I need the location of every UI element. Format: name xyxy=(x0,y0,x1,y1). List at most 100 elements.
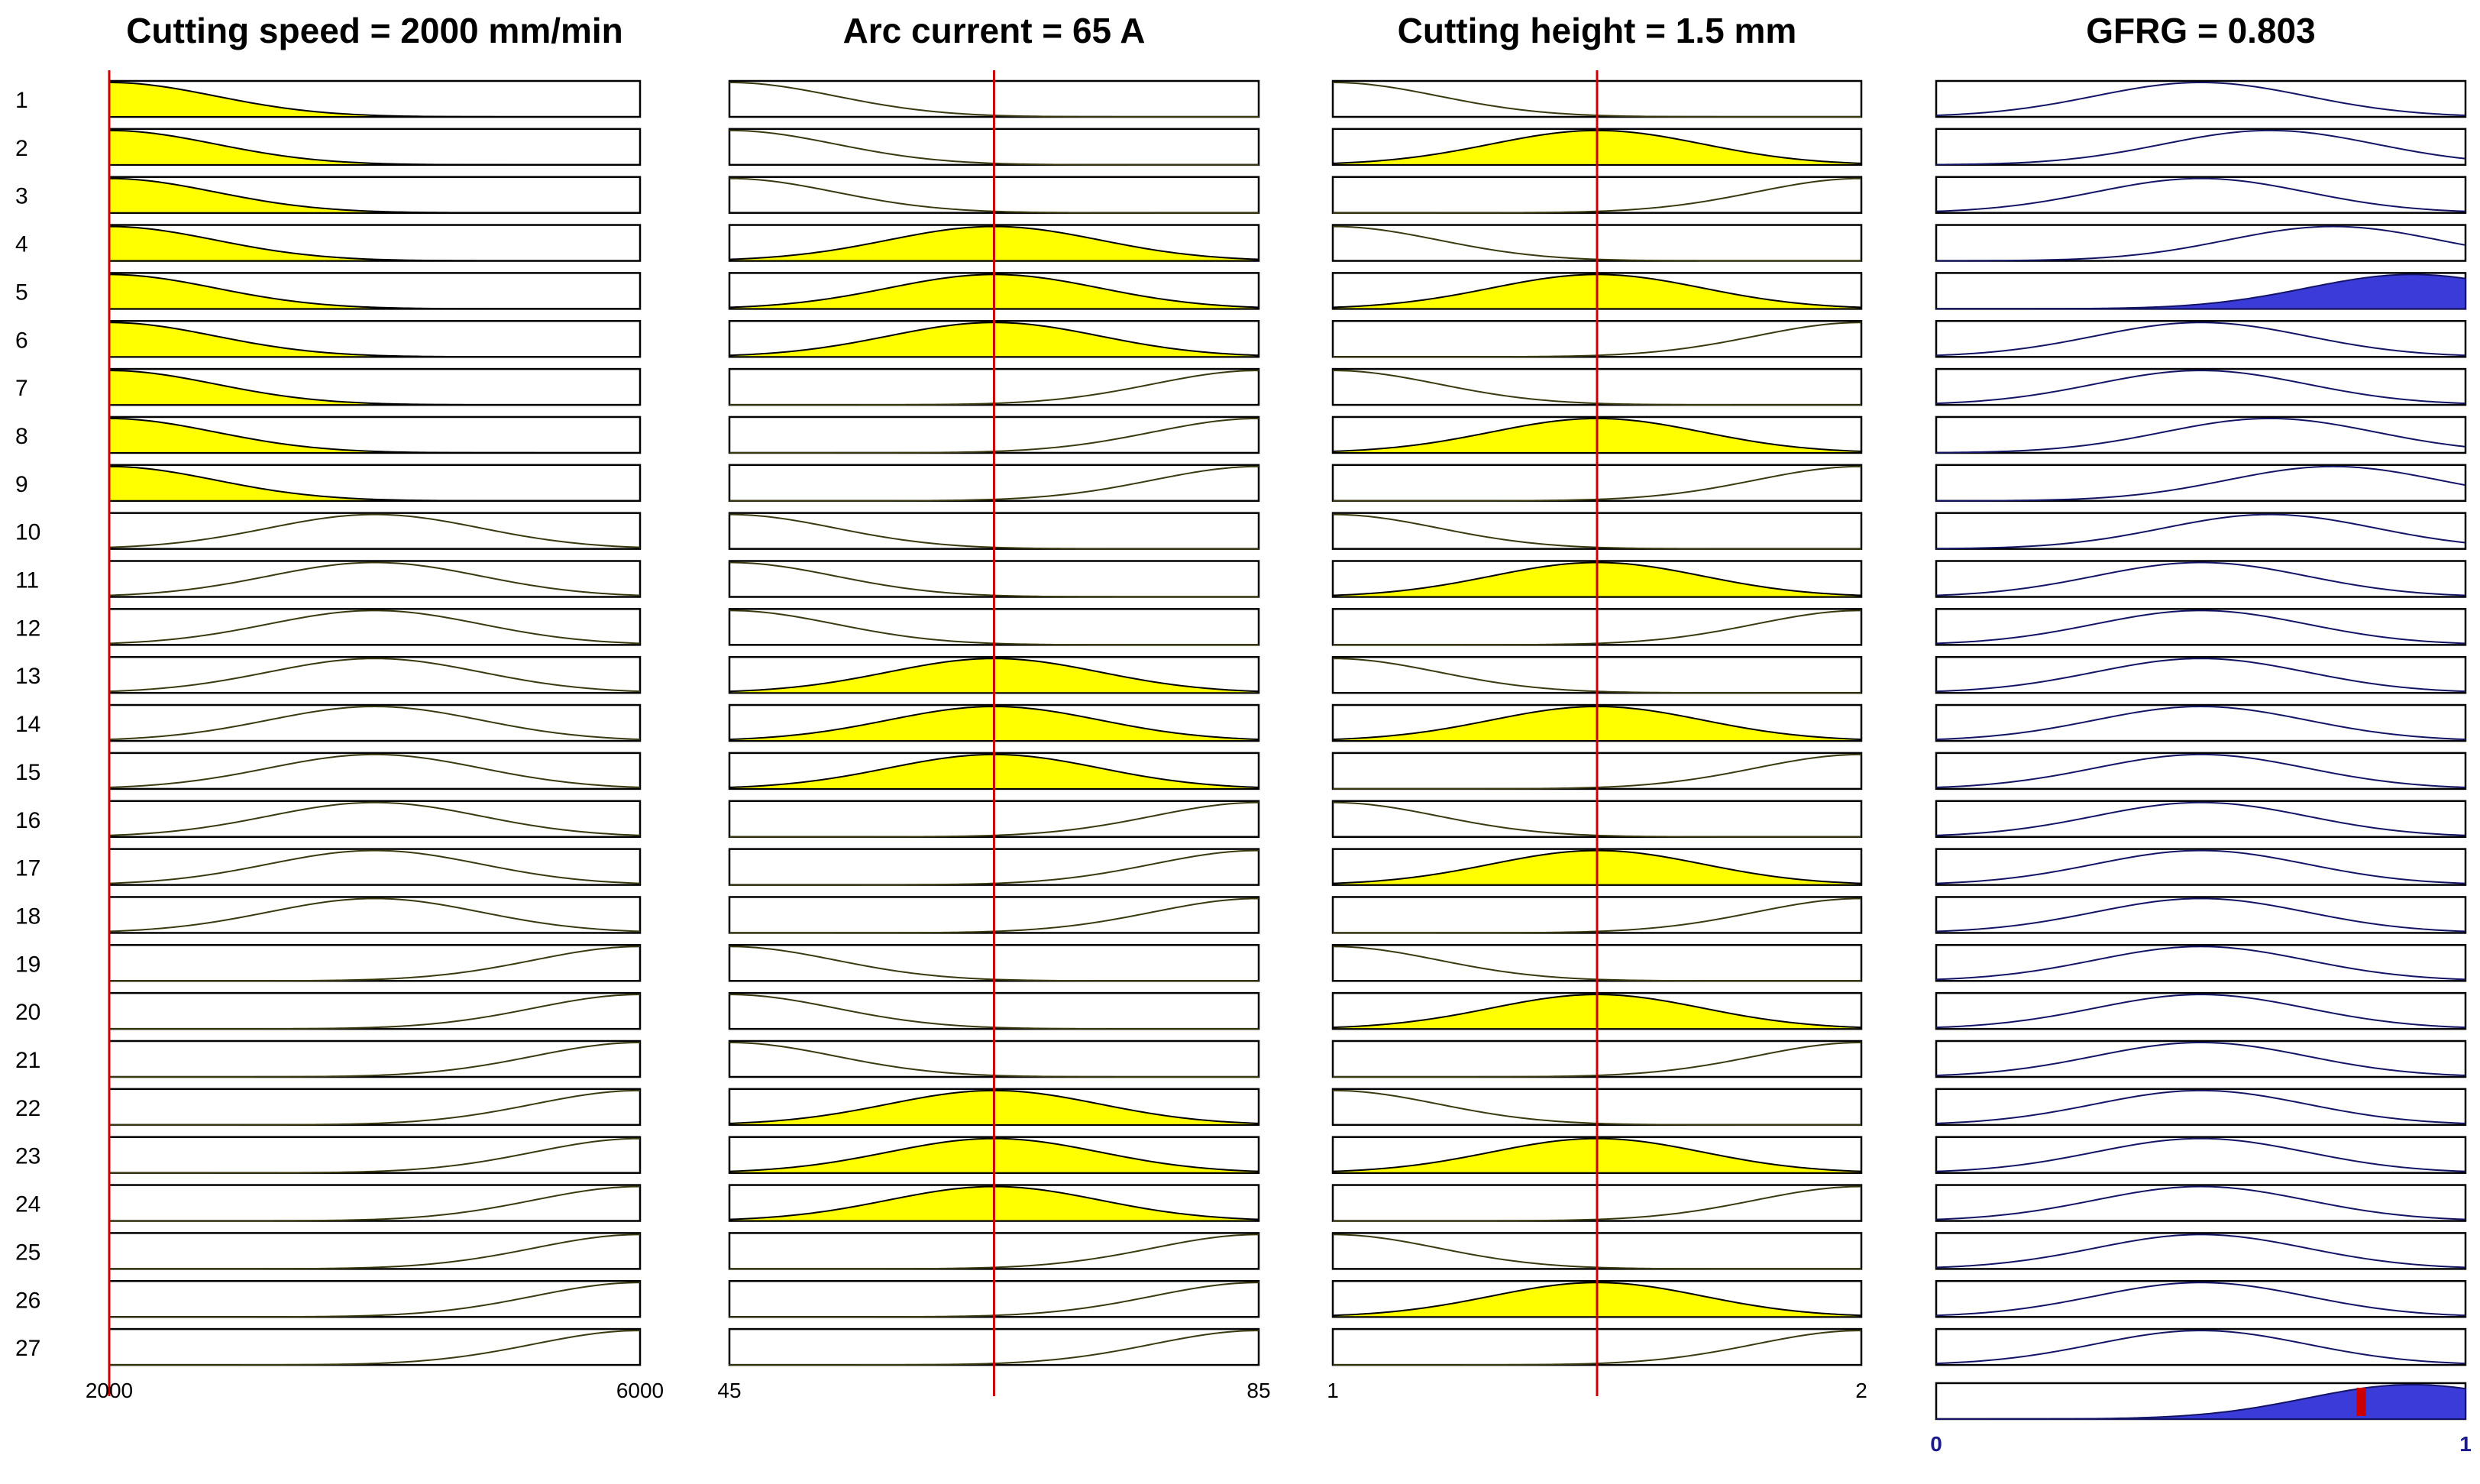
gfrg-rule-box xyxy=(1935,512,2467,550)
gfrg-membership-curve xyxy=(1935,609,2466,645)
gfrg-membership-curve xyxy=(1935,753,2466,788)
rule-number-label: 18 xyxy=(15,904,40,929)
gfrg-rule-box xyxy=(1935,800,2467,838)
rule-number-label: 5 xyxy=(15,280,28,305)
title-arc-current: Arc current = 65 A xyxy=(843,11,1146,50)
gfrg-membership-curve xyxy=(1935,1233,2466,1269)
rule-number-label: 26 xyxy=(15,1288,40,1313)
rule-number-label: 17 xyxy=(15,856,40,881)
cutting-speed-rule-box xyxy=(108,608,642,646)
arc-current-axis-min-label: 45 xyxy=(717,1379,741,1402)
cutting-speed-membership-fill xyxy=(108,225,640,262)
cutting-speed-rule-box xyxy=(108,512,642,550)
gfrg-rule-box xyxy=(1935,1280,2467,1318)
gfrg-rule-box xyxy=(1935,1039,2467,1078)
rule-number-label: 23 xyxy=(15,1144,40,1169)
rule-number-label: 11 xyxy=(15,568,39,593)
rule-number-label: 24 xyxy=(15,1192,40,1217)
rule-number-label: 9 xyxy=(15,472,28,497)
gfrg-rule-box xyxy=(1935,464,2467,503)
gfrg-rule-box xyxy=(1935,367,2467,406)
gfrg-rule-box xyxy=(1935,176,2467,214)
gfrg-membership-curve xyxy=(1935,658,2466,693)
gfrg-membership-curve xyxy=(1935,1330,2466,1365)
gfrg-membership-curve xyxy=(1935,81,2466,117)
gfrg-membership-curve xyxy=(1935,561,2466,597)
rule-number-label: 6 xyxy=(15,328,28,353)
cutting-speed-rule-box xyxy=(108,944,642,982)
rule-number-label: 27 xyxy=(15,1336,40,1361)
gfrg-membership-curve xyxy=(1935,801,2466,836)
cutting-speed-membership-curve xyxy=(108,609,641,645)
gfrg-axis-max-label: 1 xyxy=(2459,1432,2472,1456)
gfrg-rule-box xyxy=(1935,1184,2467,1222)
cutting-speed-rule-box xyxy=(108,1184,642,1222)
gfrg-membership-curve xyxy=(1935,1137,2466,1172)
cutting-speed-rule-box xyxy=(108,848,642,886)
cutting-speed-rule-box xyxy=(108,1327,642,1366)
cutting-speed-membership-curve xyxy=(108,561,641,597)
cutting-speed-rule-box xyxy=(108,991,642,1030)
cutting-speed-rule-box xyxy=(108,800,642,838)
gfrg-membership-curve xyxy=(1935,417,2466,454)
cutting-speed-rule-box xyxy=(108,1232,642,1270)
gfrg-rule-box xyxy=(1935,224,2467,262)
cutting-speed-membership-curve xyxy=(108,658,641,693)
cutting-speed-membership-curve xyxy=(108,753,641,788)
gfrg-membership-curve xyxy=(1935,897,2466,933)
gfrg-rule-box xyxy=(1935,991,2467,1030)
rule-number-label: 2 xyxy=(15,136,28,161)
gfrg-rule-box xyxy=(1935,752,2467,790)
cutting-speed-membership-fill xyxy=(108,273,640,310)
rule-number-label: 12 xyxy=(15,616,40,641)
rule-number-label: 10 xyxy=(15,520,40,545)
rule-number-label: 21 xyxy=(15,1048,40,1073)
rule-number-label: 14 xyxy=(15,712,40,737)
gfrg-membership-curve xyxy=(1935,994,2466,1029)
rule-number-label: 20 xyxy=(15,1000,40,1025)
gfrg-aggregate-fill xyxy=(1936,1383,2466,1420)
gfrg-defuzzified-marker xyxy=(2356,1387,2366,1416)
gfrg-rule-box xyxy=(1935,655,2467,694)
cutting-speed-membership-curve xyxy=(109,1282,641,1318)
cutting-speed-axis-max-label: 6000 xyxy=(616,1379,664,1402)
title-gfrg: GFRG = 0.803 xyxy=(2086,11,2315,50)
rule-number-label: 22 xyxy=(15,1096,40,1121)
cutting-speed-membership-curve xyxy=(108,706,641,741)
gfrg-membership-fill xyxy=(1936,273,2466,310)
cutting-speed-membership-fill xyxy=(108,370,640,406)
gfrg-rule-box xyxy=(1935,848,2467,886)
gfrg-rule-box xyxy=(1935,1136,2467,1174)
rule-number-label: 8 xyxy=(15,424,28,449)
gfrg-rule-box xyxy=(1935,608,2467,646)
cutting-speed-membership-curve xyxy=(108,897,641,933)
gfrg-axis-min-label: 0 xyxy=(1930,1432,1942,1456)
cutting-speed-membership-fill xyxy=(108,177,640,214)
gfrg-membership-curve xyxy=(1935,513,2466,550)
cutting-speed-rule-box xyxy=(108,1088,642,1127)
cutting-speed-rule-box xyxy=(108,1280,642,1318)
gfrg-rule-box xyxy=(1935,415,2467,454)
title-cutting-height: Cutting height = 1.5 mm xyxy=(1398,11,1797,50)
rule-number-label: 3 xyxy=(15,184,28,209)
cutting-speed-membership-fill xyxy=(108,129,640,166)
gfrg-membership-curve xyxy=(1935,225,2466,262)
rule-number-label: 15 xyxy=(15,760,40,785)
cutting-speed-rule-box xyxy=(108,703,642,742)
rule-number-label: 13 xyxy=(15,664,40,689)
cutting-speed-membership-curve xyxy=(109,1233,641,1270)
cutting-speed-membership-curve xyxy=(109,1137,641,1174)
gfrg-membership-curve xyxy=(1935,129,2466,166)
gfrg-membership-curve xyxy=(1935,1041,2466,1077)
cutting-speed-rule-box xyxy=(108,560,642,598)
title-cutting-speed: Cutting speed = 2000 mm/min xyxy=(126,11,623,50)
gfrg-rule-box xyxy=(1935,703,2467,742)
cutting-speed-rule-box xyxy=(108,752,642,790)
gfrg-rule-box xyxy=(1935,944,2467,982)
cutting-speed-membership-curve xyxy=(109,994,641,1030)
gfrg-rule-box xyxy=(1935,320,2467,358)
cutting-speed-rule-box xyxy=(108,1039,642,1078)
cutting-speed-membership-curve xyxy=(108,801,641,836)
rule-number-label: 1 xyxy=(15,88,28,113)
